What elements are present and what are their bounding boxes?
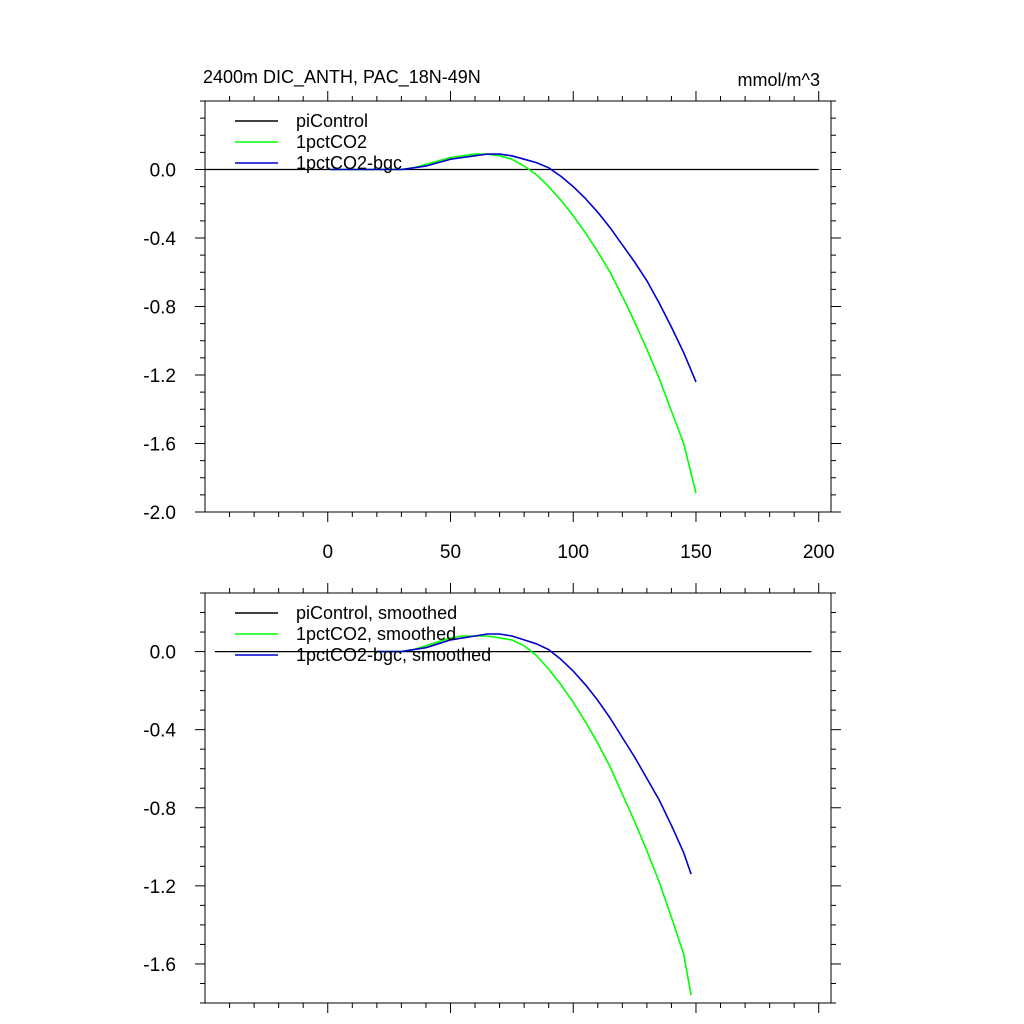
legend-label: piControl, smoothed [296, 603, 457, 623]
y-tick-label: -0.4 [143, 229, 176, 250]
y-tick-label: -1.2 [143, 877, 176, 898]
y-tick-label: -2.0 [143, 503, 176, 524]
y-tick-label: -1.2 [143, 366, 176, 387]
units-label: mmol/m^3 [738, 70, 820, 90]
y-tick-label: -0.8 [143, 799, 176, 820]
series-line-2 [376, 633, 692, 875]
y-tick-label: -0.4 [143, 721, 176, 742]
panels: 0 50 100 150 200 0.0 -0.4 -0.8 -1.2 -1.6 -2.0 piCon… [143, 91, 841, 1013]
series-line-2 [330, 153, 697, 383]
y-tick-label: 0.0 [150, 643, 176, 664]
y-tick-label: -1.6 [143, 955, 176, 976]
legend-label: 1pctCO2-bgc [296, 153, 402, 173]
plot-frame [204, 592, 832, 1004]
chart-title: 2400m DIC_ANTH, PAC_18N-49N [203, 67, 481, 88]
x-tick-label: 0 [322, 542, 333, 563]
x-tick-label: 100 [557, 542, 589, 563]
chart-panel-top: 0 50 100 150 200 0.0 -0.4 -0.8 -1.2 -1.6 -2.0 piCon… [143, 91, 841, 563]
x-tick-label: 200 [803, 542, 835, 563]
y-tick-label: -0.8 [143, 298, 176, 319]
series-line-1 [330, 153, 697, 494]
x-tick-label: 50 [440, 542, 461, 563]
legend-label: 1pctCO2-bgc, smoothed [296, 645, 491, 665]
series-line-1 [376, 635, 692, 996]
legend-label: piControl [296, 111, 368, 131]
legend-label: 1pctCO2, smoothed [296, 624, 456, 644]
x-tick-label: 150 [680, 542, 712, 563]
y-tick-label: 0.0 [150, 161, 176, 182]
legend-label: 1pctCO2 [296, 132, 367, 152]
y-tick-label: -1.6 [143, 435, 176, 456]
